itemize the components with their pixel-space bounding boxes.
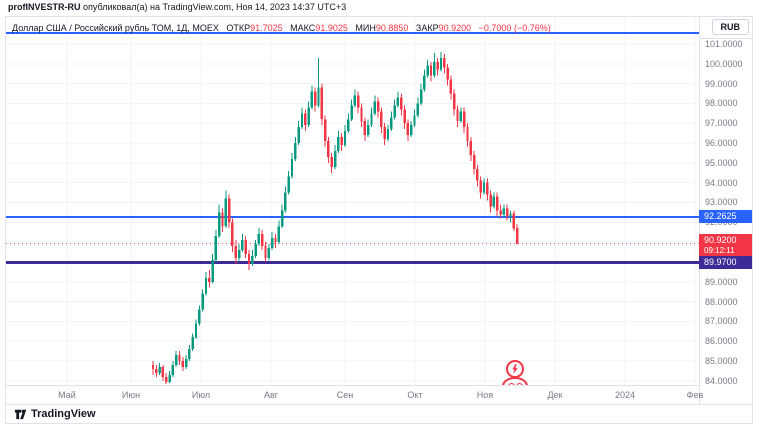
price-tick: 86.0000	[705, 336, 738, 346]
price-tick: 87.0000	[705, 316, 738, 326]
price-tick: 101.0000	[705, 39, 743, 49]
high-value: 91.9025	[315, 23, 348, 33]
price-tick: 85.0000	[705, 356, 738, 366]
last-price-label: 90.9200 09:12:11	[699, 234, 752, 256]
time-tick: Июл	[191, 390, 211, 400]
tradingview-mark-icon	[14, 409, 27, 420]
eye-circle-icon	[507, 382, 515, 385]
close-label: ЗАКР	[415, 23, 439, 33]
level-price-label-lower: 89.9700	[699, 256, 752, 269]
chart-pane[interactable]: Доллар США / Российский рубль ТОМ, 1Д, M…	[6, 17, 700, 385]
chart-footer: TradingView	[6, 404, 752, 422]
price-tick: 96.0000	[705, 138, 738, 148]
open-label: ОТКР	[226, 23, 251, 33]
low-value: 90.8850	[375, 23, 409, 33]
attribution-text: опубликовал(а) на TradingView.com, Ноя 1…	[80, 2, 347, 12]
change-value: −0.7000 (−0.76%)	[478, 23, 551, 33]
tradingview-logo[interactable]: TradingView	[14, 407, 96, 420]
price-scale-separator	[700, 38, 752, 39]
time-tick: Ноя	[476, 390, 494, 400]
price-tick: 84.0000	[705, 376, 738, 386]
open-value: 91.7025	[250, 23, 283, 33]
lightning-badge-icon[interactable]	[506, 360, 524, 378]
low-label: МИН	[355, 23, 376, 33]
price-tick: 89.0000	[705, 277, 738, 287]
price-tick: 95.0000	[705, 158, 738, 168]
symbol-title[interactable]: Доллар США / Российский рубль ТОМ, 1Д, M…	[12, 23, 219, 33]
time-tick: Июн	[121, 390, 141, 400]
time-tick: Май	[58, 390, 76, 400]
time-tick: Сен	[336, 390, 354, 400]
tradingview-brand-text: TradingView	[31, 407, 96, 420]
close-value: 90.9200	[438, 23, 472, 33]
eye-circle-icon	[515, 382, 523, 385]
chart-frame: Доллар США / Российский рубль ТОМ, 1Д, M…	[5, 16, 753, 424]
level-price-label-mid: 92.2625	[699, 210, 752, 223]
price-tick: 98.0000	[705, 98, 738, 108]
share-attribution: profINVESTR-RU опубликовал(а) на Trading…	[8, 2, 346, 12]
price-scale[interactable]: 92.2625 90.9200 09:12:11 89.9700 84.0000…	[699, 17, 752, 386]
author-name: profINVESTR-RU	[8, 2, 81, 12]
currency-toggle-button[interactable]: RUB	[711, 19, 749, 35]
price-tick: 88.0000	[705, 297, 738, 307]
price-tick: 97.0000	[705, 118, 738, 128]
price-tick: 94.0000	[705, 178, 738, 188]
time-tick: Фев	[686, 390, 704, 400]
time-tick: Окт	[407, 390, 423, 400]
time-scale[interactable]: Май Июн Июл Авг Сен Окт Ноя Дек 2024 Фев	[6, 385, 703, 404]
time-tick: 2024	[614, 390, 636, 400]
candlestick-chart[interactable]	[6, 17, 699, 385]
price-tick: 100.0000	[705, 59, 743, 69]
lightning-bolt-icon	[512, 364, 518, 374]
high-label: МАКС	[290, 23, 316, 33]
time-tick: Дек	[547, 390, 563, 400]
price-tick: 93.0000	[705, 197, 738, 207]
symbol-legend[interactable]: Доллар США / Российский рубль ТОМ, 1Д, M…	[12, 23, 551, 33]
last-price-value: 90.9200	[704, 235, 737, 245]
time-tick: Авг	[263, 390, 279, 400]
bar-countdown: 09:12:11	[704, 246, 735, 255]
price-tick: 99.0000	[705, 79, 738, 89]
